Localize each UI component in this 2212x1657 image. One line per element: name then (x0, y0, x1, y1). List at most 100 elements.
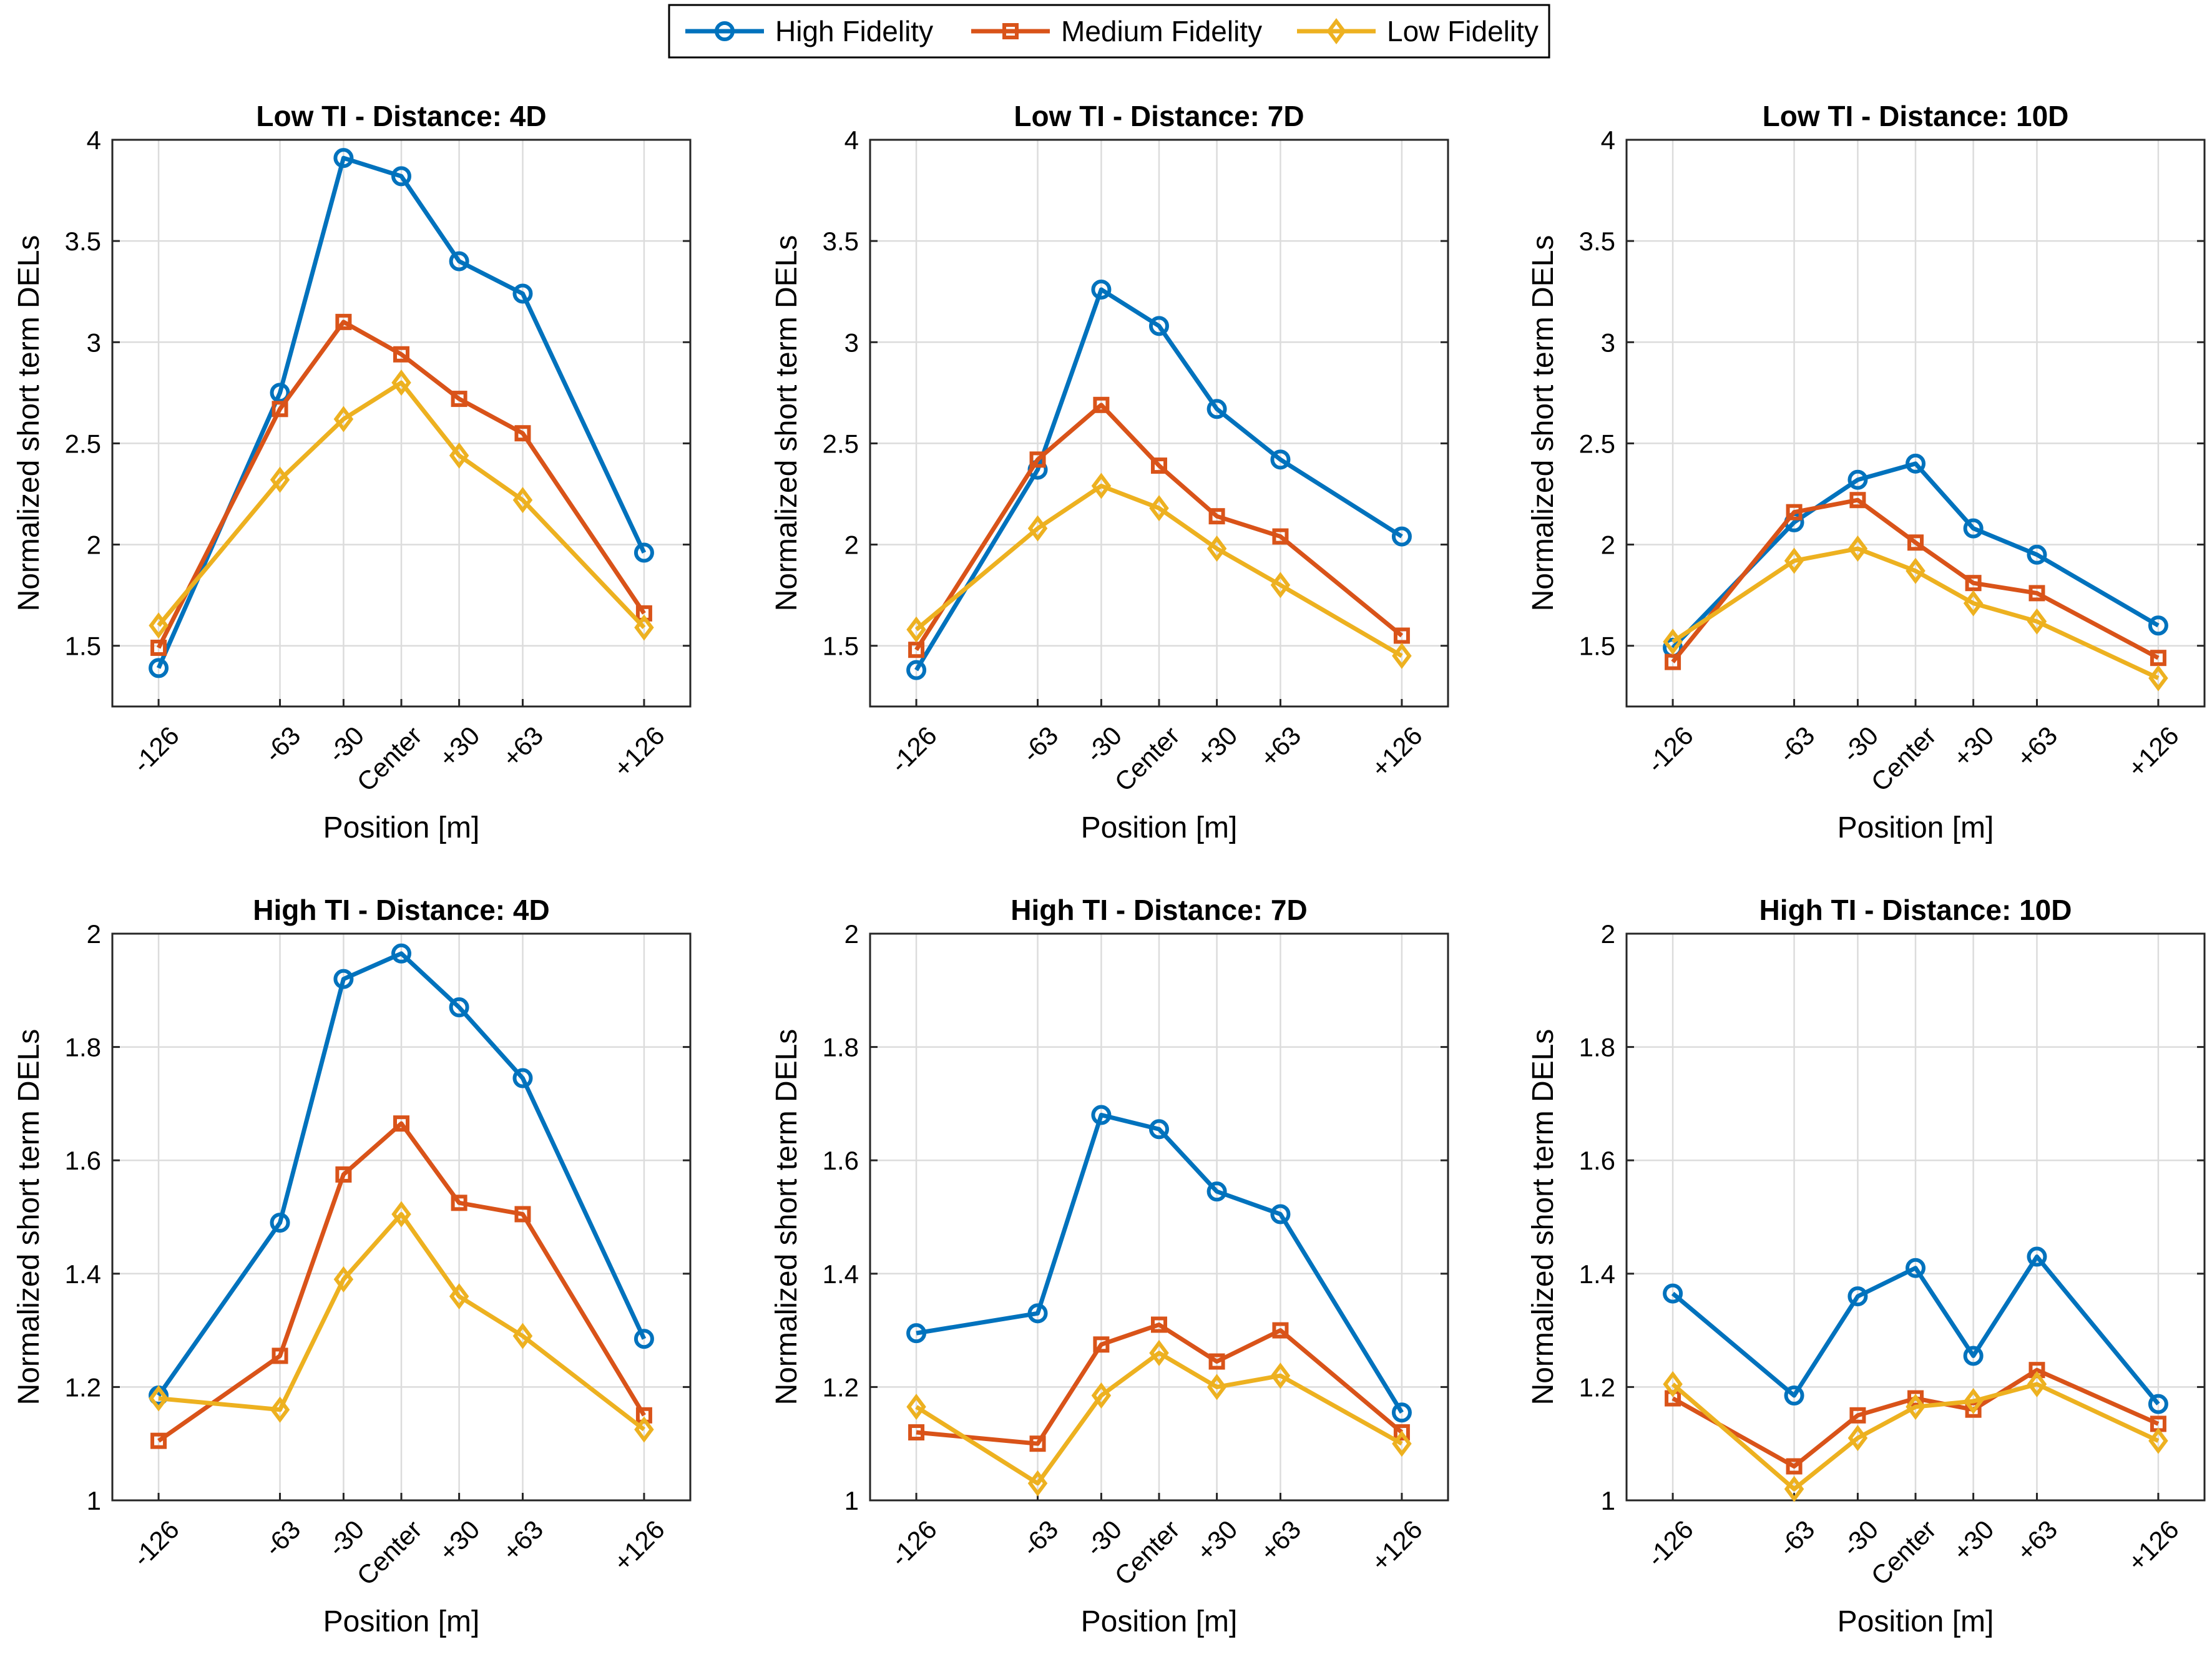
data-point-medium-fidelity (1965, 575, 1982, 592)
series-line-high-fidelity (1671, 1254, 2160, 1405)
data-point-low-fidelity (1963, 1388, 1984, 1415)
y-tick-label: 2 (1601, 919, 1615, 949)
data-point-medium-fidelity (1208, 508, 1225, 525)
x-tick-label: +63 (2011, 721, 2063, 773)
subplot-title: Low TI - Distance: 7D (1014, 100, 1304, 132)
series-line-medium-fidelity (914, 403, 1404, 652)
data-point-low-fidelity (512, 1322, 533, 1349)
data-point-low-fidelity (1784, 547, 1804, 574)
data-point-high-fidelity (634, 1329, 654, 1349)
series-low-fidelity (1663, 535, 2168, 692)
data-point-medium-fidelity (1151, 1316, 1167, 1333)
data-point-low-fidelity (1906, 1394, 1926, 1420)
y-axis-label: Normalized short term DELs (12, 1029, 46, 1405)
y-tick-label: 2 (1601, 530, 1615, 560)
data-point-medium-fidelity (1093, 396, 1110, 413)
subplot-title: High TI - Distance: 4D (253, 894, 549, 926)
x-tick-label: -126 (884, 721, 942, 779)
legend: High Fidelity Medium Fidelity Low Fidelity (668, 4, 1550, 59)
series-medium-fidelity (150, 1115, 652, 1449)
x-tick-label: +30 (433, 1515, 486, 1567)
y-tick-label: 2 (87, 919, 101, 949)
x-tick-label: +30 (433, 721, 486, 773)
y-axis-label: Normalized short term DELs (770, 235, 803, 612)
y-tick-label: 1.8 (65, 1033, 101, 1062)
x-tick-label: +63 (497, 721, 549, 773)
x-axis-label: Position [m] (323, 811, 480, 844)
series-line-low-fidelity (1671, 546, 2160, 680)
data-point-low-fidelity (1663, 1371, 1683, 1397)
data-point-medium-fidelity (451, 1195, 467, 1211)
data-point-low-fidelity (634, 614, 654, 641)
x-tick-label: -126 (127, 721, 185, 779)
y-tick-label: 1.2 (823, 1372, 859, 1402)
data-point-medium-fidelity (150, 639, 167, 656)
data-point-high-fidelity (1906, 1258, 1926, 1278)
data-point-high-fidelity (906, 660, 927, 680)
series-line-high-fidelity (916, 1113, 1404, 1414)
data-point-high-fidelity (1206, 399, 1227, 419)
data-point-medium-fidelity (1393, 627, 1410, 644)
data-point-low-fidelity (1392, 1430, 1412, 1457)
data-point-medium-fidelity (908, 1424, 925, 1441)
data-point-low-fidelity (1206, 1374, 1227, 1400)
series-low-fidelity (149, 369, 654, 641)
data-point-medium-fidelity (1272, 1322, 1289, 1339)
data-point-low-fidelity (149, 612, 169, 639)
data-point-low-fidelity (1847, 535, 1868, 562)
x-tick-label: Center (1108, 721, 1185, 797)
data-point-low-fidelity (634, 1416, 654, 1443)
data-point-medium-fidelity (272, 1347, 288, 1364)
data-point-medium-fidelity (1093, 1336, 1110, 1353)
series-low-fidelity (906, 1339, 1412, 1497)
data-point-medium-fidelity (2150, 650, 2166, 667)
series-line-low-fidelity (914, 484, 1403, 658)
subplot-title: High TI - Distance: 7D (1011, 894, 1307, 926)
data-point-low-fidelity (1392, 642, 1412, 669)
y-tick-label: 3.5 (65, 227, 101, 256)
data-point-low-fidelity (333, 406, 354, 433)
x-tick-label: +63 (497, 1515, 549, 1567)
y-tick-label: 1.4 (823, 1259, 859, 1289)
data-point-high-fidelity (449, 251, 469, 271)
data-point-high-fidelity (1847, 469, 1868, 490)
x-tick-label: +126 (1366, 721, 1428, 783)
data-point-low-fidelity (1663, 628, 1683, 655)
legend-entry-high-fidelity: High Fidelity (685, 15, 933, 47)
data-point-low-fidelity (270, 1396, 290, 1423)
x-tick-label: -30 (1836, 1515, 1884, 1562)
data-point-low-fidelity (1270, 572, 1291, 599)
y-tick-label: 1.5 (1579, 632, 1615, 661)
data-point-low-fidelity (512, 487, 533, 514)
data-point-high-fidelity (1391, 1402, 1412, 1423)
data-point-low-fidelity (906, 1394, 926, 1420)
x-tick-label: -126 (884, 1515, 942, 1573)
data-point-high-fidelity (2148, 1394, 2168, 1414)
data-point-medium-fidelity (1965, 1401, 1982, 1418)
y-tick-label: 1.5 (823, 632, 859, 661)
data-point-high-fidelity (1091, 1105, 1112, 1125)
data-point-medium-fidelity (1786, 504, 1803, 521)
data-point-low-fidelity (391, 369, 411, 396)
x-tick-label: -30 (322, 721, 369, 768)
x-tick-label: -63 (258, 1515, 306, 1562)
series-line-high-fidelity (1671, 461, 2160, 650)
y-tick-label: 2.5 (823, 429, 859, 458)
y-tick-label: 1 (1601, 1486, 1615, 1515)
x-tick-label: Center (1865, 721, 1941, 797)
data-point-high-fidelity (1963, 1346, 1984, 1366)
y-tick-label: 2 (844, 530, 859, 560)
y-tick-label: 1 (87, 1486, 101, 1515)
data-point-medium-fidelity (1151, 457, 1167, 474)
data-point-medium-fidelity (1849, 492, 1866, 509)
data-point-medium-fidelity (514, 425, 531, 442)
legend-entry-medium-fidelity: Medium Fidelity (971, 15, 1262, 47)
x-axis-label: Position [m] (1838, 811, 1994, 844)
y-tick-label: 3 (844, 328, 859, 357)
legend-marker-high-fidelity (715, 21, 735, 41)
data-point-low-fidelity (1149, 1339, 1169, 1366)
data-point-low-fidelity (149, 1385, 169, 1412)
